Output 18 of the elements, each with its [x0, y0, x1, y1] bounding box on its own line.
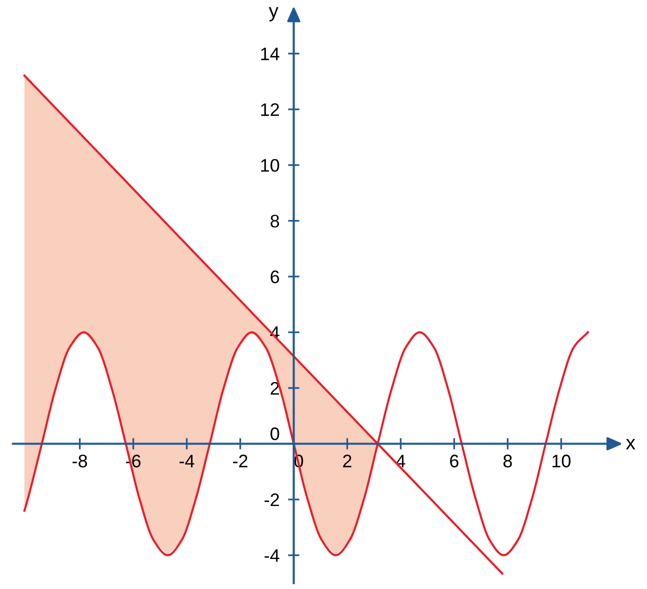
- x-tick-label: 8: [503, 454, 512, 468]
- y-tick-label: 12: [261, 103, 279, 116]
- y-tick-label: 8: [270, 214, 280, 228]
- x-tick-label: -8: [72, 454, 88, 468]
- y-axis-title: y: [268, 7, 278, 22]
- y-tick-label: 2: [270, 382, 279, 395]
- y-tick-label: 14: [261, 48, 280, 60]
- y-tick-label: 6: [270, 270, 280, 284]
- x-tick-label: 10: [552, 454, 570, 468]
- x-tick-label: -2: [233, 454, 248, 468]
- x-tick-label: 2: [343, 454, 352, 468]
- x-tick-label: -4: [180, 454, 194, 468]
- y-tick-label: -2: [264, 493, 279, 506]
- x-tick-label: 6: [450, 454, 458, 468]
- y-tick-label: 10: [261, 159, 280, 172]
- x-axis-title: x: [626, 439, 636, 450]
- y-tick-label: 0: [270, 427, 280, 440]
- y-tick-label: -4: [264, 549, 280, 562]
